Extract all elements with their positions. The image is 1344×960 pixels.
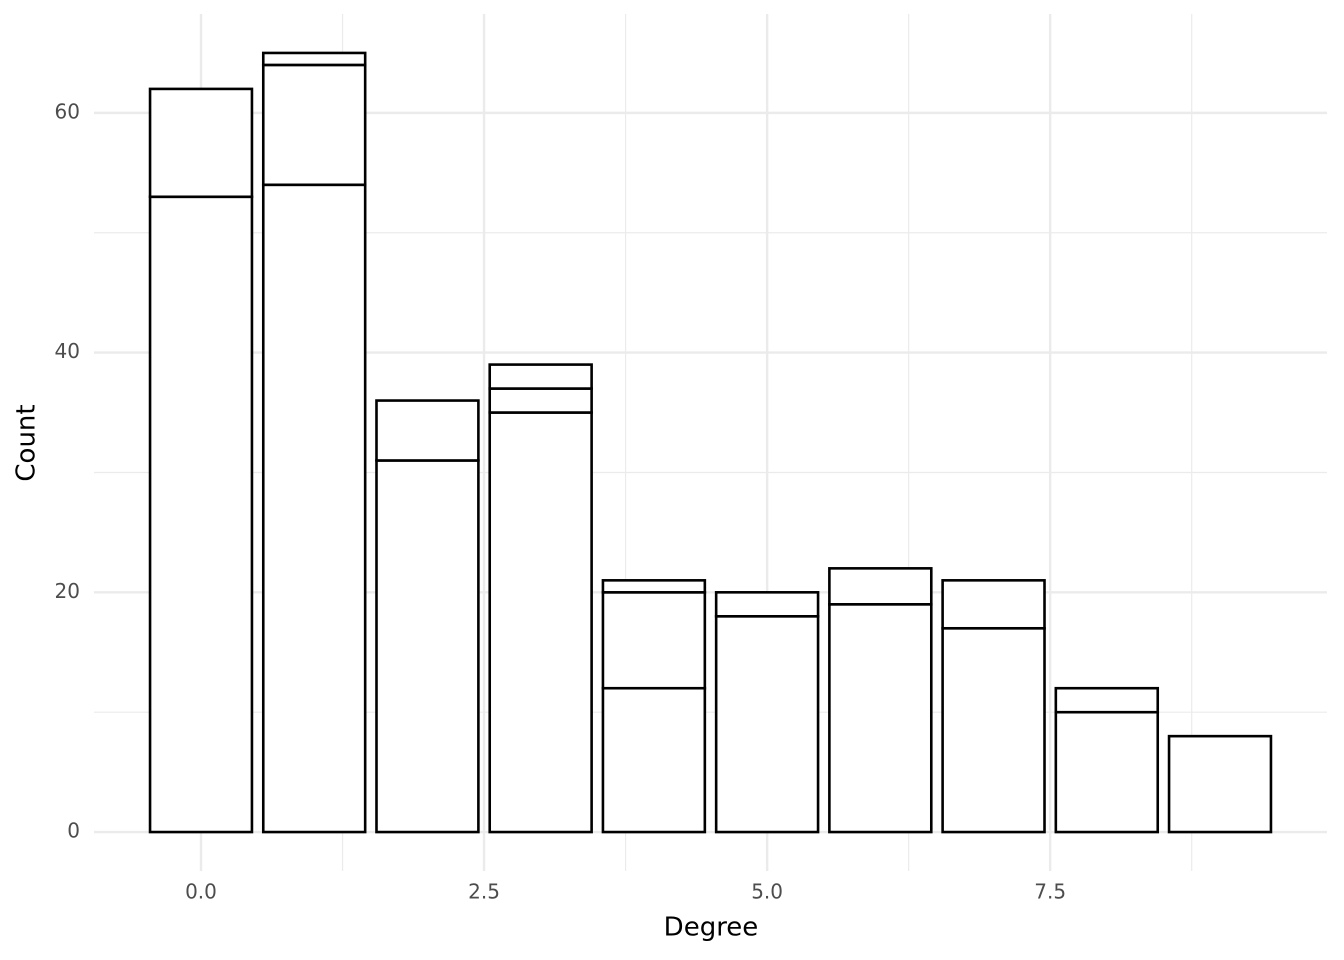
x-tick-label: 5.0 <box>751 880 783 904</box>
bar-segment <box>488 363 593 390</box>
bar-segment <box>261 183 367 834</box>
bar-segment <box>375 459 480 834</box>
bar-segment <box>488 411 593 834</box>
x-tick-label: 2.5 <box>468 880 500 904</box>
bar-segment <box>261 63 367 187</box>
bar-segment <box>601 686 707 834</box>
y-tick-label: 0 <box>67 819 80 843</box>
x-tick-label: 7.5 <box>1034 880 1066 904</box>
y-axis-label: Count <box>12 404 42 481</box>
x-axis-label: Degree <box>664 913 759 943</box>
bar-segment <box>261 51 367 67</box>
bar-segment <box>148 87 254 199</box>
bar-segment <box>601 591 707 690</box>
bar-segment <box>375 399 480 462</box>
y-tick-label: 60 <box>55 99 80 123</box>
bar-segment <box>1054 710 1160 834</box>
bar-segment <box>941 579 1046 630</box>
bar-segment <box>941 626 1046 834</box>
bar-segment <box>714 591 820 618</box>
bar-segment <box>1054 686 1160 714</box>
bar-segment <box>488 387 593 414</box>
y-tick-label: 20 <box>55 579 80 603</box>
bar-segment <box>1167 734 1273 834</box>
bar-segment <box>828 567 933 606</box>
bar-segment <box>828 603 933 834</box>
x-tick-label: 0.0 <box>185 880 217 904</box>
y-tick-label: 40 <box>55 339 80 363</box>
bar-segment <box>148 195 254 834</box>
bar-segment <box>601 579 707 594</box>
bar-segment <box>714 614 820 834</box>
